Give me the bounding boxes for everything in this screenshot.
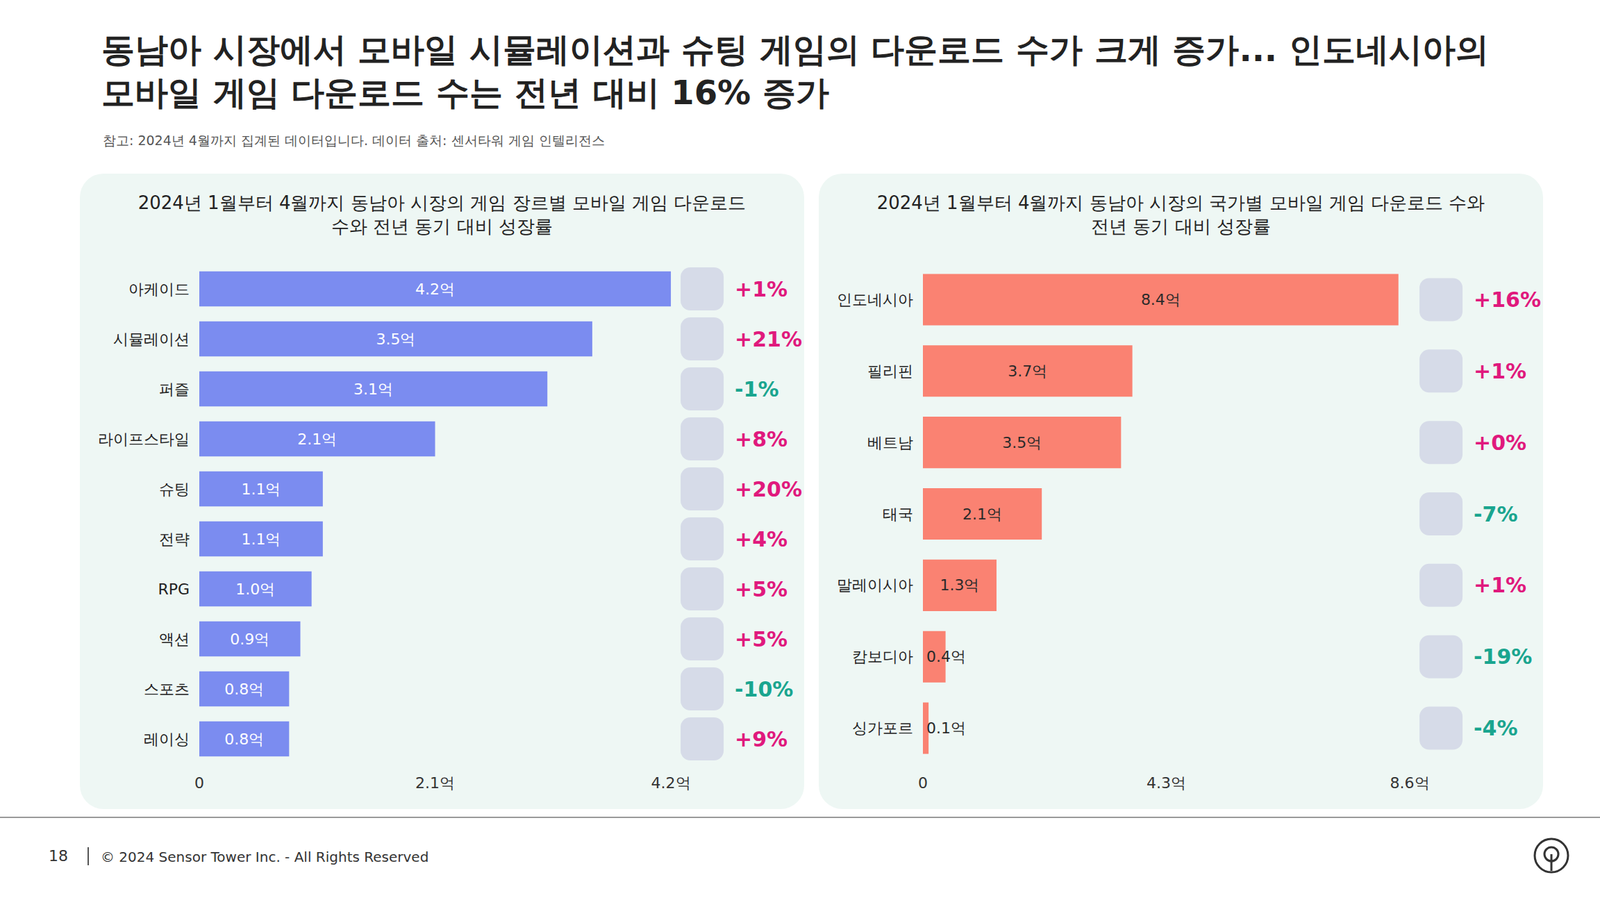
svg-text:3.5억: 3.5억 [1002, 434, 1042, 452]
svg-text:0.9억: 0.9억 [229, 630, 270, 648]
svg-text:+0%: +0% [1473, 430, 1527, 455]
svg-text:+5%: +5% [734, 577, 788, 602]
svg-text:0.8억: 0.8억 [224, 680, 264, 698]
svg-text:말레이시아: 말레이시아 [836, 576, 914, 594]
svg-text:필리핀: 필리핀 [867, 362, 914, 380]
svg-text:-10%: -10% [734, 677, 794, 702]
svg-text:3.7억: 3.7억 [1007, 362, 1048, 380]
svg-text:0.4억: 0.4억 [926, 647, 966, 666]
svg-text:8.6억: 8.6억 [1390, 774, 1430, 792]
svg-text:-19%: -19% [1473, 644, 1532, 669]
svg-text:RPG: RPG [157, 580, 190, 598]
svg-text:태국: 태국 [882, 505, 914, 523]
svg-text:스포츠: 스포츠 [143, 680, 190, 698]
svg-text:1.1억: 1.1억 [240, 530, 281, 548]
svg-text:+5%: +5% [734, 627, 788, 652]
svg-text:4.3억: 4.3억 [1146, 774, 1187, 792]
svg-text:3.1억: 3.1억 [353, 380, 394, 398]
svg-text:+4%: +4% [734, 527, 788, 552]
svg-text:+16%: +16% [1473, 287, 1541, 312]
svg-text:액션: 액션 [159, 630, 190, 648]
svg-text:-1%: -1% [734, 377, 779, 402]
svg-text:1.1억: 1.1억 [240, 480, 281, 498]
html-text:2024년 1월부터 4월까지 동남아 시장의 게임 장르별: 2024년 1월부터 4월까지 동남아 시장의 게임 장르별 모바일 게임 다운… [137, 192, 747, 237]
svg-text:1.0억: 1.0억 [235, 580, 275, 598]
svg-text:레이싱: 레이싱 [143, 730, 190, 748]
svg-text:2.1억: 2.1억 [297, 430, 337, 448]
svg-text:+9%: +9% [734, 727, 788, 752]
html-text:참고: 2024년 4월까지 집계된 데이터입니다. 데이터: 참고: 2024년 4월까지 집계된 데이터입니다. 데이터 출처: 센서타워 … [102, 132, 605, 148]
svg-text:+21%: +21% [734, 327, 803, 352]
svg-text:싱가포르: 싱가포르 [852, 719, 914, 737]
svg-text:-7%: -7% [1473, 502, 1518, 527]
svg-text:+1%: +1% [1473, 359, 1527, 384]
svg-text:+20%: +20% [734, 477, 803, 502]
html-text:2024년 1월부터 4월까지 동남아 시장의 국가별 모바: 2024년 1월부터 4월까지 동남아 시장의 국가별 모바일 게임 다운로드 … [876, 192, 1485, 237]
svg-text:4.2억: 4.2억 [651, 774, 691, 792]
svg-text:2.1억: 2.1억 [962, 505, 1003, 523]
svg-text:퍼즐: 퍼즐 [159, 380, 190, 398]
svg-text:베트남: 베트남 [867, 434, 914, 452]
svg-text:시뮬레이션: 시뮬레이션 [113, 330, 190, 348]
svg-text:-4%: -4% [1473, 715, 1518, 741]
svg-text:8.4억: 8.4억 [1140, 290, 1181, 309]
html-text:18: 18 [48, 847, 69, 865]
svg-text:슈팅: 슈팅 [159, 480, 190, 498]
svg-text:전략: 전략 [159, 530, 190, 548]
svg-text:+8%: +8% [734, 427, 788, 452]
svg-text:캄보디아: 캄보디아 [852, 647, 914, 666]
svg-text:라이프스타일: 라이프스타일 [97, 430, 190, 448]
svg-text:+1%: +1% [1473, 572, 1527, 598]
svg-text:0.1억: 0.1억 [926, 719, 966, 737]
svg-text:0: 0 [194, 774, 205, 792]
svg-text:3.5억: 3.5억 [375, 330, 416, 348]
svg-text:+1%: +1% [734, 277, 788, 302]
svg-text:4.2억: 4.2억 [415, 280, 455, 298]
svg-text:0: 0 [918, 774, 928, 792]
svg-text:0.8억: 0.8억 [224, 730, 264, 748]
html-text:© 2024 Sensor Tower Inc. - All: © 2024 Sensor Tower Inc. - All Rights Re… [100, 848, 429, 866]
html-text:동남아 시장에서 모바일 시뮬레이션과 슈팅 게임의 다운로: 동남아 시장에서 모바일 시뮬레이션과 슈팅 게임의 다운로드 수가 크게 증가… [101, 29, 1489, 113]
svg-text:인도네시아: 인도네시아 [836, 290, 914, 309]
svg-text:1.3억: 1.3억 [939, 576, 980, 594]
svg-text:아케이드: 아케이드 [128, 280, 190, 298]
svg-text:2.1억: 2.1억 [415, 774, 455, 792]
